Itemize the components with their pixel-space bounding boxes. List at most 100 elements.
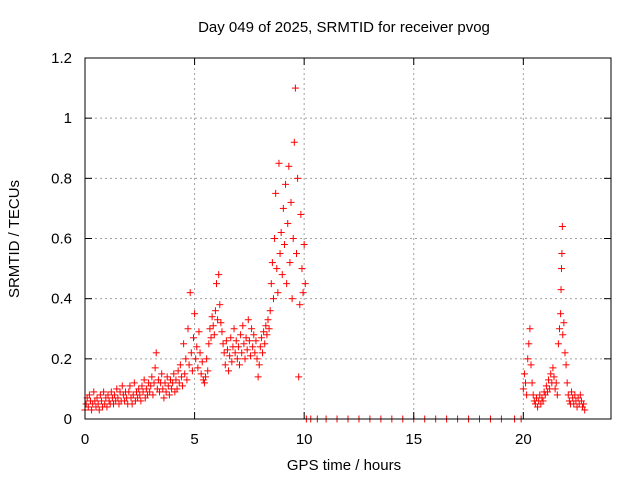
data-point [523,391,531,399]
data-point [90,388,98,396]
data-point [186,289,194,297]
data-point [172,376,180,384]
data-point [159,385,167,393]
data-point [180,340,188,348]
data-point [251,349,259,357]
data-point [215,271,223,279]
data-point [185,361,193,369]
data-point [557,286,565,294]
data-point [549,364,557,372]
y-tick-label: 0 [64,411,72,428]
data-point [264,316,272,324]
data-point [294,174,302,182]
data-point [137,397,145,405]
data-point [219,340,227,348]
data-point [206,325,214,333]
data-point [300,241,308,249]
data-point [288,295,296,303]
data-point [263,331,271,339]
data-point [152,349,160,357]
data-point [158,370,166,378]
data-point [202,373,210,381]
data-point [239,322,247,330]
data-point [138,382,146,390]
data-point [246,352,254,360]
data-point [539,397,547,405]
x-tick-label: 15 [405,431,422,448]
data-point [552,379,560,387]
data-point [104,391,112,399]
y-tick-label: 0.2 [51,351,72,368]
data-point [139,388,147,396]
data-point [200,379,208,387]
data-point [280,241,288,249]
data-point [268,259,276,267]
data-point [164,382,172,390]
data-point [551,385,559,393]
data-point [273,265,281,273]
data-point [194,364,202,372]
data-point [148,373,156,381]
data-point [103,403,111,411]
data-point [267,280,275,288]
data-point [170,370,178,378]
axis-ticks: 0 0.2 0.4 0.6 0.8 1 1.2 0 5 10 15 20 [51,50,611,448]
data-point [240,340,248,348]
data-point [279,204,287,212]
data-point [204,367,212,375]
data-point [85,391,93,399]
data-point [189,334,197,342]
data-point [274,289,282,297]
y-tick-label: 1.2 [51,50,72,67]
data-point [96,391,104,399]
data-point [255,361,263,369]
data-point [113,385,121,393]
data-point [126,382,134,390]
data-point [105,397,113,405]
y-tick-label: 1 [64,110,72,127]
data-point [249,343,257,351]
data-point [221,361,229,369]
data-point [218,328,226,336]
data-point [149,391,157,399]
data-point [147,382,155,390]
data-point [107,388,115,396]
data-point [283,280,291,288]
data-point [179,382,187,390]
data-point [261,340,269,348]
data-point [297,210,305,218]
data-point [118,382,126,390]
data-point [129,391,137,399]
data-point [285,162,293,170]
data-point [173,385,181,393]
data-point [125,388,133,396]
data-point [226,352,234,360]
data-point [547,370,555,378]
data-point [266,307,274,315]
data-point [286,259,294,267]
data-point [223,346,231,354]
data-point [257,334,265,342]
data-point [205,340,213,348]
data-point [161,379,169,387]
data-point [527,361,535,369]
data-point [529,391,537,399]
data-point [253,355,261,363]
data-point [209,322,217,330]
data-point [100,388,108,396]
data-point [142,385,150,393]
data-point [182,355,190,363]
data-point [217,319,225,327]
data-point [211,307,219,315]
data-point [191,310,199,318]
data-point [225,367,233,375]
data-point [111,391,119,399]
data-point [162,388,170,396]
data-point [277,228,285,236]
data-point [234,343,242,351]
data-point [271,235,279,242]
data-point [557,265,565,273]
data-point [210,331,218,339]
data-point [174,367,182,375]
